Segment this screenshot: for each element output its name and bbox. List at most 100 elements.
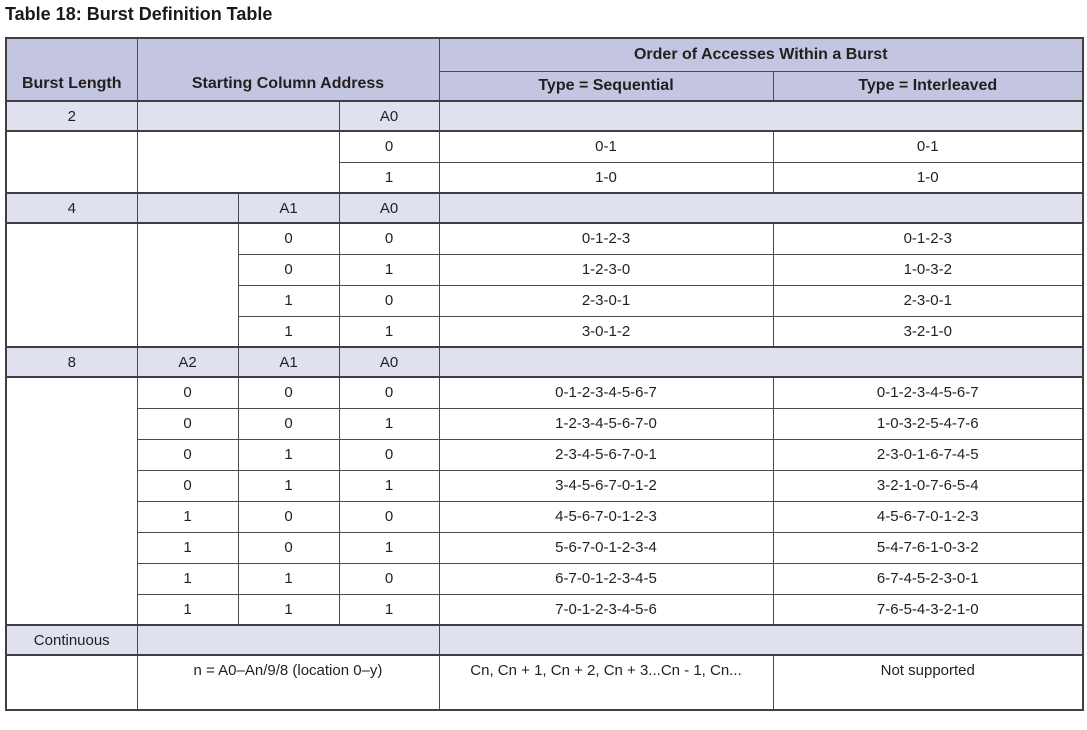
interleaved-order-cell: 2-3-0-1 (772, 284, 1084, 317)
section-row-burst-4: 4 A1 A0 (5, 192, 1084, 224)
empty-cell (136, 192, 239, 224)
section-row-continuous: Continuous (5, 624, 1084, 656)
sequential-order-cell: 2-3-4-5-6-7-0-1 (438, 438, 774, 471)
bit-cell: 1 (136, 500, 239, 533)
col-header-type-sequential: Type = Sequential (438, 70, 774, 102)
sequential-order-cell: 6-7-0-1-2-3-4-5 (438, 562, 774, 595)
bit-cell: 1 (136, 593, 239, 626)
bit-label-a1: A1 (237, 346, 340, 378)
burst-length-value: 4 (5, 192, 138, 224)
section-row-burst-2: 2 A0 (5, 100, 1084, 132)
empty-cell (136, 624, 440, 656)
sequential-order-cell: 0-1-2-3 (438, 222, 774, 255)
bit-label-a1: A1 (237, 192, 340, 224)
bit-cell: 0 (136, 469, 239, 502)
empty-cell (136, 222, 239, 348)
table-row: 1 0 2-3-0-1 2-3-0-1 (6, 284, 1084, 317)
sequential-order-cell: 0-1-2-3-4-5-6-7 (438, 376, 774, 409)
table-row: 0 0 0-1-2-3 0-1-2-3 (5, 222, 1084, 348)
bit-cell: 0 (237, 531, 340, 564)
bit-cell: 0 (338, 500, 440, 533)
empty-cell (5, 654, 138, 711)
bit-cell: 0 (338, 222, 440, 255)
table-row-continuous-detail: n = A0–An/9/8 (location 0–y) Cn, Cn + 1,… (5, 654, 1084, 711)
burst-definition-table: Burst Length Starting Column Address Ord… (5, 37, 1084, 711)
bit-cell: 1 (338, 469, 440, 502)
bit-cell: 1 (338, 315, 440, 348)
interleaved-order-cell: 3-2-1-0-7-6-5-4 (772, 469, 1084, 502)
bit-cell: 0 (237, 222, 340, 255)
interleaved-order-cell: 7-6-5-4-3-2-1-0 (772, 593, 1084, 626)
interleaved-order-cell: 1-0-3-2-5-4-7-6 (772, 407, 1084, 440)
interleaved-order-cell: 1-0 (772, 161, 1084, 194)
empty-cell (5, 222, 138, 348)
sequential-order-cell: 4-5-6-7-0-1-2-3 (438, 500, 774, 533)
table-row: 1 1-0 1-0 (6, 161, 1084, 194)
sequential-order-cell: 3-4-5-6-7-0-1-2 (438, 469, 774, 502)
table-header-row-1: Burst Length Starting Column Address Ord… (5, 37, 1084, 102)
table-row: 0 0 0 0-1-2-3-4-5-6-7 0-1-2-3-4-5-6-7 (5, 376, 1084, 626)
sequential-order-cell: Cn, Cn + 1, Cn + 2, Cn + 3...Cn - 1, Cn.… (438, 654, 774, 711)
empty-cell (438, 192, 1084, 224)
empty-cell (438, 100, 1084, 132)
bit-cell: 0 (237, 500, 340, 533)
bit-cell: 1 (338, 407, 440, 440)
burst-length-value: Continuous (5, 624, 138, 656)
col-header-type-interleaved: Type = Interleaved (772, 70, 1084, 102)
table-row: 1 1 1 7-0-1-2-3-4-5-6 7-6-5-4-3-2-1-0 (6, 593, 1084, 626)
bit-cell: 1 (237, 469, 340, 502)
empty-cell (136, 100, 340, 132)
bit-cell: 0 (136, 438, 239, 471)
bit-cell: 1 (237, 284, 340, 317)
sequential-order-cell: 1-0 (438, 161, 774, 194)
interleaved-order-cell: 3-2-1-0 (772, 315, 1084, 348)
table-row: 1 0 0 4-5-6-7-0-1-2-3 4-5-6-7-0-1-2-3 (6, 500, 1084, 533)
sequential-order-cell: 5-6-7-0-1-2-3-4 (438, 531, 774, 564)
interleaved-order-cell: 5-4-7-6-1-0-3-2 (772, 531, 1084, 564)
table-row: 0 1 1 3-4-5-6-7-0-1-2 3-2-1-0-7-6-5-4 (6, 469, 1084, 502)
sequential-order-cell: 0-1 (438, 130, 774, 163)
table-row: 0 1 1-2-3-0 1-0-3-2 (6, 253, 1084, 286)
bit-cell: 1 (237, 562, 340, 595)
bit-cell: 0 (237, 407, 340, 440)
empty-cell (438, 624, 1084, 656)
empty-cell (5, 130, 138, 194)
bit-label-a0: A0 (338, 100, 440, 132)
bit-cell: 1 (338, 531, 440, 564)
bit-cell: 0 (338, 438, 440, 471)
table-row: 1 0 1 5-6-7-0-1-2-3-4 5-4-7-6-1-0-3-2 (6, 531, 1084, 564)
interleaved-order-cell: 0-1 (772, 130, 1084, 163)
table-row: 0 0 1 1-2-3-4-5-6-7-0 1-0-3-2-5-4-7-6 (6, 407, 1084, 440)
bit-cell: 0 (338, 376, 440, 409)
bit-cell: 1 (136, 531, 239, 564)
bit-cell: 1 (237, 315, 340, 348)
col-header-burst-length: Burst Length (5, 37, 138, 102)
col-header-order-of-accesses: Order of Accesses Within a Burst (438, 37, 1084, 72)
bit-cell: 1 (136, 562, 239, 595)
interleaved-order-cell: Not supported (772, 654, 1084, 711)
bit-cell: 0 (237, 253, 340, 286)
interleaved-order-cell: 2-3-0-1-6-7-4-5 (772, 438, 1084, 471)
interleaved-order-cell: 6-7-4-5-2-3-0-1 (772, 562, 1084, 595)
interleaved-order-cell: 0-1-2-3-4-5-6-7 (772, 376, 1084, 409)
bit-cell: 0 (338, 130, 440, 163)
empty-cell (5, 376, 138, 626)
interleaved-order-cell: 0-1-2-3 (772, 222, 1084, 255)
bit-cell: 0 (338, 284, 440, 317)
bit-cell: 1 (338, 253, 440, 286)
interleaved-order-cell: 4-5-6-7-0-1-2-3 (772, 500, 1084, 533)
continuous-address-note: n = A0–An/9/8 (location 0–y) (136, 654, 440, 711)
bit-cell: 1 (237, 593, 340, 626)
burst-length-value: 2 (5, 100, 138, 132)
table-header-row-2: Type = Sequential Type = Interleaved (6, 70, 1084, 102)
burst-length-value: 8 (5, 346, 138, 378)
empty-cell (438, 346, 1084, 378)
section-row-burst-8: 8 A2 A1 A0 (5, 346, 1084, 378)
sequential-order-cell: 7-0-1-2-3-4-5-6 (438, 593, 774, 626)
sequential-order-cell: 1-2-3-4-5-6-7-0 (438, 407, 774, 440)
bit-cell: 0 (136, 407, 239, 440)
sequential-order-cell: 1-2-3-0 (438, 253, 774, 286)
bit-label-a2: A2 (136, 346, 239, 378)
bit-cell: 1 (237, 438, 340, 471)
page-title: Table 18: Burst Definition Table (5, 4, 273, 24)
